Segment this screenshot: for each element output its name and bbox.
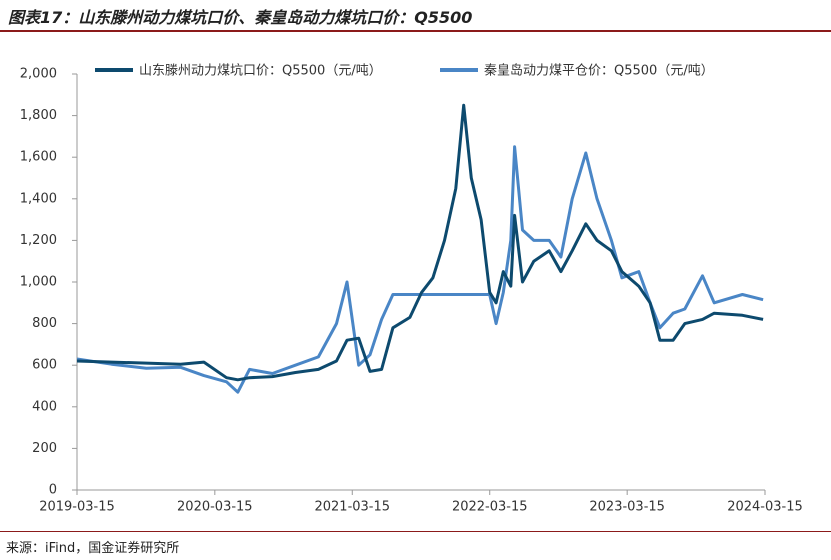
y-tick-label: 800	[32, 316, 57, 331]
x-tick-label: 2024-03-15	[727, 500, 803, 515]
x-tick-label: 2019-03-15	[39, 500, 115, 515]
chart-title: 图表17：山东滕州动力煤坑口价、秦皇岛动力煤坑口价：Q5500	[8, 8, 473, 27]
y-tick-label: 400	[32, 399, 57, 414]
y-tick-label: 2,000	[20, 67, 57, 82]
y-tick-label: 1,600	[20, 150, 57, 165]
x-tick-label: 2022-03-15	[452, 500, 528, 515]
series-line	[76, 145, 764, 394]
y-tick-label: 1,200	[20, 233, 57, 248]
series-line	[76, 103, 764, 382]
legend-label: 秦皇岛动力煤平仓价：Q5500（元/吨）	[484, 63, 714, 79]
chart: 0 200 400 600 800 1,000 1,200 1,400 1,600 1,800 2,…	[20, 63, 803, 515]
x-tick-label: 2023-03-15	[589, 500, 665, 515]
footer-rule	[0, 531, 831, 532]
y-tick-label: 600	[32, 358, 57, 373]
y-tick-label: 200	[32, 441, 57, 456]
y-tick-label: 1,800	[20, 108, 57, 123]
y-tick-label: 1,400	[20, 191, 57, 206]
y-tick-label: 0	[49, 483, 57, 498]
source-note: 来源：iFind，国金证券研究所	[6, 541, 180, 556]
y-tick-label: 1,000	[20, 275, 57, 290]
title-rule	[0, 30, 831, 32]
x-tick-label: 2020-03-15	[177, 500, 253, 515]
legend-label: 山东滕州动力煤坑口价：Q5500（元/吨）	[139, 64, 382, 79]
x-tick-label: 2021-03-15	[314, 500, 390, 515]
